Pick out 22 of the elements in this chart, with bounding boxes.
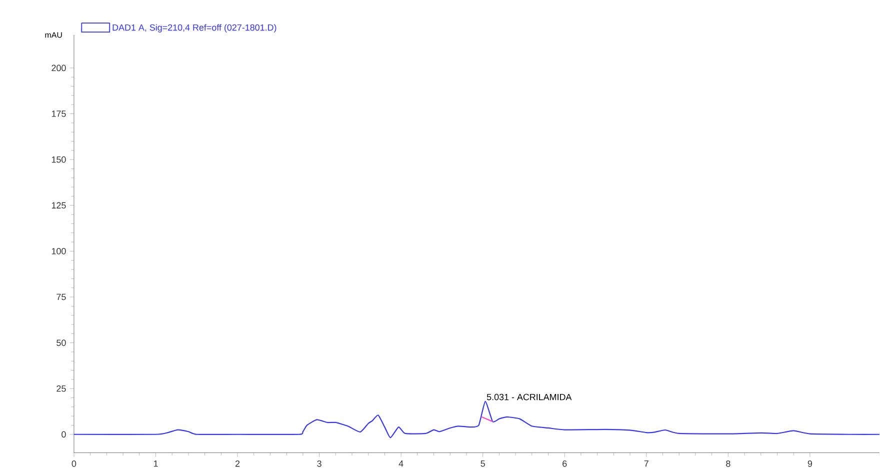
x-tick-label: 0	[72, 460, 76, 467]
y-tick-label: 150	[52, 156, 66, 163]
y-tick-label: 0	[62, 431, 66, 438]
annotation: 5.031 - ACRILAMIDA	[486, 394, 572, 400]
x-tick-label: 7	[644, 460, 648, 467]
x-tick-label: 5	[480, 460, 485, 467]
x-tick-label: 3	[317, 460, 322, 467]
y-tick-label: 200	[52, 64, 66, 72]
y-tick-label: 50	[56, 340, 66, 346]
line-series	[73, 400, 880, 438]
y-tick-label: 175	[52, 110, 66, 117]
x-tick-label: 1	[154, 460, 158, 467]
x-tick-label: 9	[808, 460, 812, 467]
y-tick-label: 100	[52, 248, 66, 254]
x-tick-label: 6	[562, 460, 567, 467]
x-tick-label: 8	[726, 460, 730, 467]
y-tick-label: 125	[52, 202, 66, 208]
x-tick-label: 4	[398, 460, 404, 467]
x-tick-label: 2	[235, 460, 240, 467]
y-tick-label: 25	[56, 385, 66, 392]
y-tick-label: 75	[56, 294, 66, 300]
legend-label: DAD1 A, Sig=210,4 Ref=off (027-1801.D)	[112, 24, 276, 32]
